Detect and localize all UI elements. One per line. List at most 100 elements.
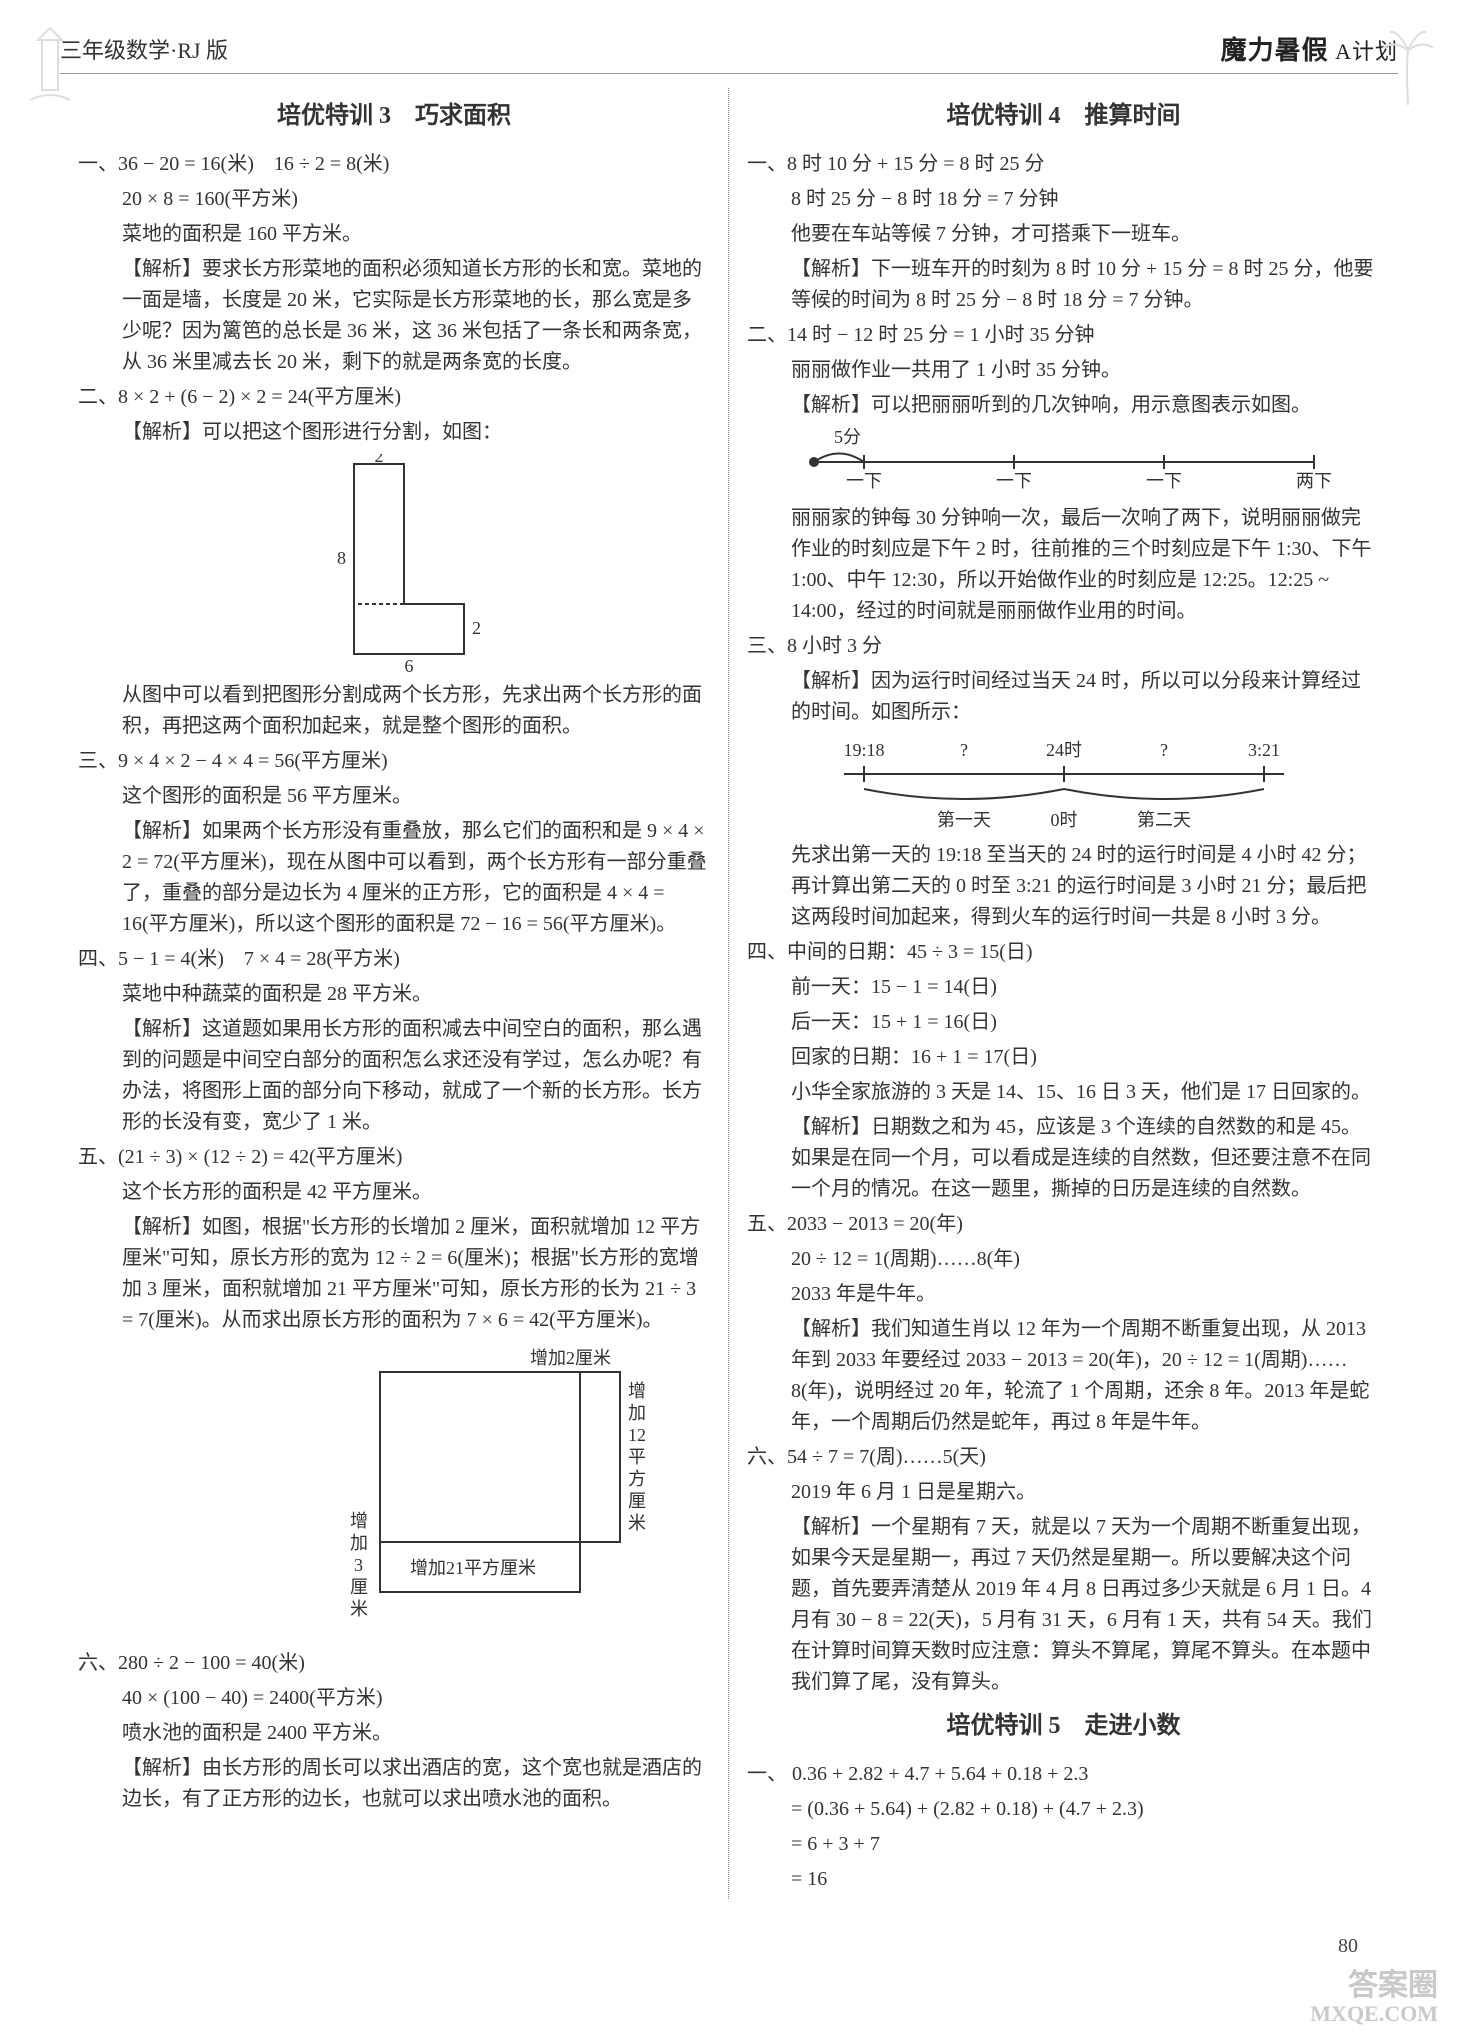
r1-l2: 8 时 25 分 − 8 时 18 分 = 7 分钟	[747, 184, 1380, 215]
columns: 培优特训 3 巧求面积 一、36 − 20 = 16(米) 16 ÷ 2 = 8…	[60, 88, 1398, 1899]
svg-text:?: ?	[960, 740, 968, 760]
svg-text:3: 3	[354, 1555, 363, 1575]
s1-l4: = 16	[747, 1864, 1380, 1895]
l-p2-foot: 从图中可以看到把图形分割成两个长方形，先求出两个长方形的面积，再把这两个面积加起…	[78, 680, 710, 742]
svg-text:加: 加	[350, 1533, 368, 1553]
svg-text:第一天: 第一天	[937, 810, 991, 830]
r2-fig-label: 5分	[834, 427, 861, 447]
svg-text:第二天: 第二天	[1137, 810, 1191, 830]
watermark: 答案圈 MXQE.COM	[1310, 1969, 1438, 2026]
s1-l1: 一、 0.36 + 2.82 + 4.7 + 5.64 + 0.18 + 2.3	[747, 1759, 1380, 1790]
l-p5-ana: 【解析】如图，根据"长方形的长增加 2 厘米，面积就增加 12 平方厘米"可知，…	[78, 1212, 710, 1336]
svg-text:一下: 一下	[996, 471, 1032, 491]
decor-lighthouse	[20, 20, 80, 110]
svg-text:3:21: 3:21	[1247, 740, 1279, 760]
r1-l1: 一、8 时 10 分 + 15 分 = 8 时 25 分	[747, 149, 1380, 180]
watermark-bottom: MXQE.COM	[1310, 2002, 1438, 2026]
r6-ana: 【解析】一个星期有 7 天，就是以 7 天为一个周期不断重复出现，如果今天是星期…	[747, 1512, 1380, 1698]
fig5-left-label: 增加 3厘 米	[350, 1511, 368, 1619]
svg-text:加: 加	[628, 1403, 646, 1423]
l-p6-l2: 40 × (100 − 40) = 2400(平方米)	[78, 1683, 710, 1714]
l-p4-l2: 菜地中种蔬菜的面积是 28 平方米。	[78, 979, 710, 1010]
svg-text:增: 增	[628, 1381, 646, 1401]
l-p1-l2: 20 × 8 = 160(平方米)	[78, 184, 710, 215]
s1-l2: = (0.36 + 5.64) + (2.82 + 0.18) + (4.7 +…	[747, 1794, 1380, 1825]
section3-title: 培优特训 3 巧求面积	[78, 98, 710, 135]
l-p5-l2: 这个长方形的面积是 42 平方厘米。	[78, 1177, 710, 1208]
l-fig2-wrap: 2 8 2 6	[78, 454, 710, 674]
header-title-bold: 魔力暑假	[1221, 36, 1329, 65]
svg-text:19:18: 19:18	[843, 740, 884, 760]
svg-text:?: ?	[1160, 740, 1168, 760]
decor-palm	[1378, 20, 1438, 110]
l-p5-l1: 五、(21 ÷ 3) × (12 ÷ 2) = 42(平方厘米)	[78, 1142, 710, 1173]
r5-l3: 2033 年是牛年。	[747, 1279, 1380, 1310]
r4-l5: 小华全家旅游的 3 天是 14、15、16 日 3 天，他们是 17 日回家的。	[747, 1077, 1380, 1108]
svg-text:24时: 24时	[1046, 740, 1082, 760]
l-p1-l3: 菜地的面积是 160 平方米。	[78, 219, 710, 250]
l-p1-ana: 【解析】要求长方形菜地的面积必须知道长方形的长和宽。菜地的一面是墙，长度是 20…	[78, 254, 710, 378]
l-p3-ana: 【解析】如果两个长方形没有重叠放，那么它们的面积和是 9 × 4 × 2 = 7…	[78, 816, 710, 940]
svg-text:6: 6	[405, 656, 414, 674]
l-p2-ana1: 【解析】可以把这个图形进行分割，如图：	[78, 417, 710, 448]
left-column: 培优特训 3 巧求面积 一、36 − 20 = 16(米) 16 ÷ 2 = 8…	[60, 88, 729, 1899]
svg-text:8: 8	[337, 548, 346, 568]
l-p1-l1: 一、36 − 20 = 16(米) 16 ÷ 2 = 8(米)	[78, 149, 710, 180]
l-fig2: 2 8 2 6	[294, 454, 494, 674]
r2-ana1: 【解析】可以把丽丽听到的几次钟响，用示意图表示如图。	[747, 390, 1380, 421]
l-fig5-wrap: 增加2厘米 增加 12平 方厘 米 增加21平方厘米 增加 3厘 米	[78, 1342, 710, 1642]
header-right: 魔力暑假 A计划	[1221, 30, 1398, 67]
r2-l2: 丽丽做作业一共用了 1 小时 35 分钟。	[747, 355, 1380, 386]
l-fig5: 增加2厘米 增加 12平 方厘 米 增加21平方厘米 增加 3厘 米	[310, 1342, 670, 1642]
r1-ana: 【解析】下一班车开的时刻为 8 时 10 分 + 15 分 = 8 时 25 分…	[747, 254, 1380, 316]
svg-text:平: 平	[628, 1447, 646, 1467]
s1-l3: = 6 + 3 + 7	[747, 1829, 1380, 1860]
l-p6-l3: 喷水池的面积是 2400 平方米。	[78, 1718, 710, 1749]
fig5-top-label: 增加2厘米	[530, 1348, 611, 1368]
r4-l1: 四、中间的日期：45 ÷ 3 = 15(日)	[747, 937, 1380, 968]
svg-text:厘: 厘	[628, 1491, 646, 1511]
r4-l2: 前一天：15 − 1 = 14(日)	[747, 972, 1380, 1003]
r6-l2: 2019 年 6 月 1 日是星期六。	[747, 1477, 1380, 1508]
l-p4-ana: 【解析】这道题如果用长方形的面积减去中间空白的面积，那么遇到的问题是中间空白部分…	[78, 1014, 710, 1138]
header-left: 三年级数学·RJ 版	[60, 33, 228, 65]
r2-fig: 5分 一下 一下 一下 两下	[747, 427, 1380, 497]
l-p4-l1: 四、5 − 1 = 4(米) 7 × 4 = 28(平方米)	[78, 944, 710, 975]
svg-text:2: 2	[375, 454, 384, 466]
svg-text:一下: 一下	[1146, 471, 1182, 491]
r4-l4: 回家的日期：16 + 1 = 17(日)	[747, 1042, 1380, 1073]
fig5-bottom-label: 增加21平方厘米	[410, 1558, 536, 1578]
svg-text:两下: 两下	[1296, 471, 1332, 491]
r5-l2: 20 ÷ 12 = 1(周期)……8(年)	[747, 1244, 1380, 1275]
svg-text:12: 12	[628, 1425, 646, 1445]
l-p2-l1: 二、8 × 2 + (6 − 2) × 2 = 24(平方厘米)	[78, 382, 710, 413]
svg-text:厘: 厘	[350, 1577, 368, 1597]
svg-text:0时: 0时	[1050, 810, 1077, 830]
r5-ana: 【解析】我们知道生肖以 12 年为一个周期不断重复出现，从 2013 年到 20…	[747, 1314, 1380, 1438]
svg-text:一下: 一下	[846, 471, 882, 491]
l-p6-l1: 六、280 ÷ 2 − 100 = 40(米)	[78, 1648, 710, 1679]
l-p6-ana: 【解析】由长方形的周长可以求出酒店的宽，这个宽也就是酒店的边长，有了正方形的边长…	[78, 1753, 710, 1815]
r6-l1: 六、54 ÷ 7 = 7(周)……5(天)	[747, 1442, 1380, 1473]
section5-title: 培优特训 5 走进小数	[747, 1708, 1380, 1745]
r5-l1: 五、2033 − 2013 = 20(年)	[747, 1209, 1380, 1240]
r4-l3: 后一天：15 + 1 = 16(日)	[747, 1007, 1380, 1038]
r2-foot: 丽丽家的钟每 30 分钟响一次，最后一次响了两下，说明丽丽做完作业的时刻应是下午…	[747, 503, 1380, 627]
fig5-right-label: 增加 12平 方厘 米	[628, 1381, 646, 1533]
r4-ana: 【解析】日期数之和为 45，应该是 3 个连续的自然数的和是 45。如果是在同一…	[747, 1112, 1380, 1205]
r2-l1: 二、14 时 − 12 时 25 分 = 1 小时 35 分钟	[747, 320, 1380, 351]
page-header: 三年级数学·RJ 版 魔力暑假 A计划	[60, 30, 1398, 74]
svg-text:2: 2	[472, 618, 481, 638]
r3-fig: 19:18 ? 24时 ? 3:21 第一天 0时 第二天	[747, 734, 1380, 834]
l-p3-l2: 这个图形的面积是 56 平方厘米。	[78, 781, 710, 812]
r3-foot: 先求出第一天的 19:18 至当天的 24 时的运行时间是 4 小时 42 分；…	[747, 840, 1380, 933]
l-p3-l1: 三、9 × 4 × 2 − 4 × 4 = 56(平方厘米)	[78, 746, 710, 777]
svg-text:方: 方	[628, 1469, 646, 1489]
r1-l3: 他要在车站等候 7 分钟，才可搭乘下一班车。	[747, 219, 1380, 250]
r3-l1: 三、8 小时 3 分	[747, 631, 1380, 662]
svg-text:米: 米	[350, 1599, 368, 1619]
r3-ana1: 【解析】因为运行时间经过当天 24 时，所以可以分段来计算经过的时间。如图所示：	[747, 666, 1380, 728]
right-column: 培优特训 4 推算时间 一、8 时 10 分 + 15 分 = 8 时 25 分…	[729, 88, 1398, 1899]
page-number: 80	[1338, 1935, 1358, 1958]
svg-text:米: 米	[628, 1513, 646, 1533]
